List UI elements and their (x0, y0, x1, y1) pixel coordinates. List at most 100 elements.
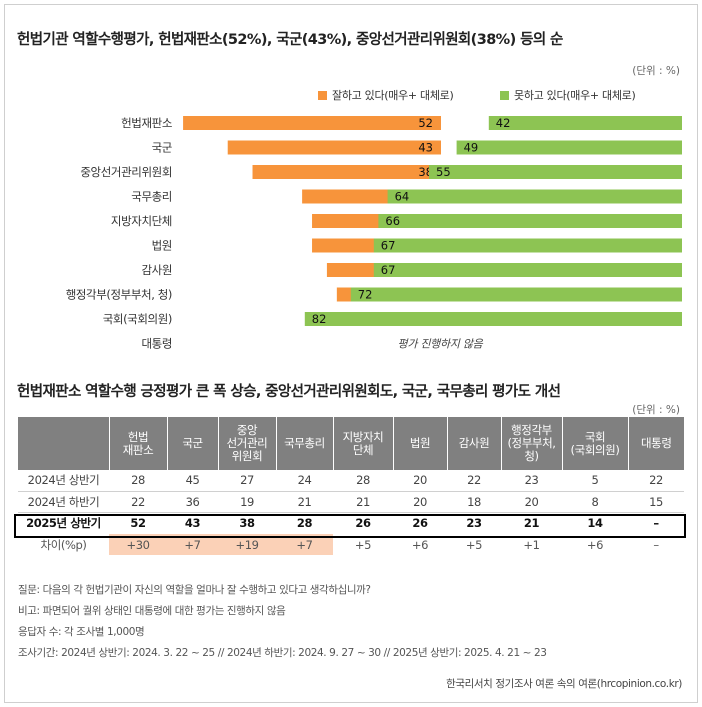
bar-positive (252, 165, 441, 179)
table-cell: +6 (411, 537, 429, 552)
table-cell: 52 (130, 516, 146, 531)
table-header-cell: 중앙 선거관리 위원회 (218, 417, 277, 470)
data-label-negative: 55 (436, 165, 451, 179)
note-question: 질문: 다음의 각 헌법기관이 자신의 역할을 얼마나 잘 수행하고 있다고 생… (18, 584, 371, 596)
table-cell: 21 (276, 491, 333, 513)
table-cell: 21 (523, 516, 540, 531)
table-cell: 45 (167, 470, 218, 492)
bar-positive (227, 140, 441, 155)
table-cell: 20 (393, 470, 447, 492)
category-label: 중앙선거관리위원회 (80, 165, 172, 179)
legend-label-positive: 잘하고 있다(매우+ 대체로) (332, 89, 454, 102)
data-label-negative: 64 (395, 190, 410, 204)
data-label-negative: 42 (496, 116, 511, 130)
row-label: 2024년 하반기 (18, 491, 109, 513)
diverging-bar-chart: 헌법재판소52국군43중앙선거관리위원회38국무총리28지방자치단체26법원26… (66, 116, 682, 351)
table-cell: 22 (109, 491, 167, 513)
table-header-cell: 국회 (국회의원) (562, 417, 629, 470)
data-label-positive: 43 (418, 141, 433, 155)
table-cell: 20 (393, 491, 447, 513)
table-cell: 5 (562, 470, 628, 492)
table-cell: +30 (109, 534, 167, 555)
table-cell: +5 (354, 537, 372, 552)
table-unit-label: (단위 : %) (632, 404, 680, 416)
bar-negative (429, 165, 682, 179)
note-sample: 응답자 수: 각 조사별 1,000명 (18, 626, 145, 638)
bar-negative (488, 116, 682, 130)
category-label: 지방자치단체 (111, 214, 172, 228)
category-label: 국군 (152, 141, 172, 155)
table-header-cell: 대통령 (628, 417, 684, 470)
table-cell: +5 (465, 537, 483, 552)
table-cell: 26 (355, 516, 371, 531)
data-label-negative: 67 (381, 263, 396, 277)
bar-negative (378, 214, 682, 228)
table-cell: 27 (218, 470, 276, 492)
data-label-negative: 67 (381, 239, 396, 253)
table-cell: 26 (412, 516, 428, 531)
table-cell: 20 (501, 491, 562, 513)
table-header-cell: 감사원 (447, 417, 502, 470)
table-cell: +7 (276, 534, 333, 555)
category-label: 법원 (152, 239, 172, 253)
table-title: 헌법재판소 역할수행 긍정평가 큰 폭 상승, 중앙선거관리위원회도, 국군, … (17, 384, 561, 400)
table-cell: 22 (628, 470, 684, 492)
bar-negative (387, 189, 682, 204)
category-label: 대통령 (141, 337, 172, 351)
table-cell: – (653, 516, 659, 531)
table-header-cell: 법원 (393, 417, 448, 470)
table-cell: 28 (296, 516, 313, 531)
note-period: 조사기간: 2024년 상반기: 2024. 3. 22 ~ 25 // 202… (18, 647, 547, 659)
table-row: 2024년 하반기 22 36 19 21 21 20 18 20 8 15 (18, 491, 684, 513)
data-label-negative: 49 (464, 141, 479, 155)
bar-negative (373, 238, 682, 253)
category-label: 국무총리 (131, 190, 172, 204)
figure-frame (4, 4, 698, 703)
table-cell: 38 (239, 516, 255, 531)
note-remark: 비고: 파면되어 궐위 상태인 대통령에 대한 평가는 진행하지 않음 (18, 605, 286, 617)
row-label: 2024년 상반기 (18, 470, 109, 492)
table-cell: 15 (628, 491, 684, 513)
table-cell: 23 (466, 516, 482, 531)
table-cell: 24 (276, 470, 333, 492)
table-header-cell: 국군 (167, 417, 219, 470)
bar-negative (304, 312, 682, 326)
category-label: 헌법재판소 (121, 116, 172, 130)
table-cell: +19 (218, 534, 276, 555)
table-cell: 14 (587, 516, 603, 531)
chart-unit-label: (단위 : %) (632, 65, 680, 77)
table-cell: 23 (501, 470, 562, 492)
bar-negative (350, 287, 682, 302)
table-cell: 8 (562, 491, 628, 513)
table-body: 2024년 상반기 28 45 27 24 28 20 22 23 5 22 2024년 하반기 22 3… (18, 470, 684, 555)
table-header-cell: 헌법 재판소 (109, 417, 168, 470)
data-label-negative: 82 (312, 312, 327, 326)
table-cell: 18 (447, 491, 501, 513)
table-cell: 36 (167, 491, 218, 513)
table-row: 2024년 상반기 28 45 27 24 28 20 22 23 5 22 (18, 470, 684, 492)
table-cell: 19 (218, 491, 276, 513)
table-cell: +7 (167, 534, 218, 555)
table-cell: – (653, 537, 659, 552)
table-cell: 43 (184, 516, 201, 531)
bar-negative (456, 140, 682, 155)
legend-negative: 못하고 있다(매우+ 대체로) (500, 87, 636, 103)
table-header-cell: 지방자치 단체 (333, 417, 394, 470)
table-cell: 21 (333, 491, 393, 513)
row-label: 차이(%p) (40, 537, 87, 552)
bar-positive (183, 116, 441, 130)
data-label-negative: 72 (358, 288, 373, 302)
table-cell: 22 (447, 470, 501, 492)
table-header-cell: 국무총리 (276, 417, 334, 470)
table-cell: 28 (109, 470, 167, 492)
data-label-positive: 52 (418, 116, 433, 130)
category-label: 행정각부(정부부처, 청) (66, 288, 172, 302)
legend-label-negative: 못하고 있다(매우+ 대체로) (514, 89, 636, 102)
category-label: 감사원 (141, 263, 172, 277)
table-header-row: 헌법 재판소 국군 중앙 선거관리 위원회 국무총리 지방자치 단체 법원 감사원 행정각부 (정부부처… (18, 417, 684, 470)
table-row: 차이(%p) +30 +7 +19 +7 +5 +6 +5 +1 +6– (18, 534, 684, 555)
bar-negative (373, 263, 682, 277)
data-label-negative: 66 (385, 214, 400, 228)
legend-swatch-positive (318, 90, 327, 100)
legend-swatch-negative (500, 90, 509, 100)
